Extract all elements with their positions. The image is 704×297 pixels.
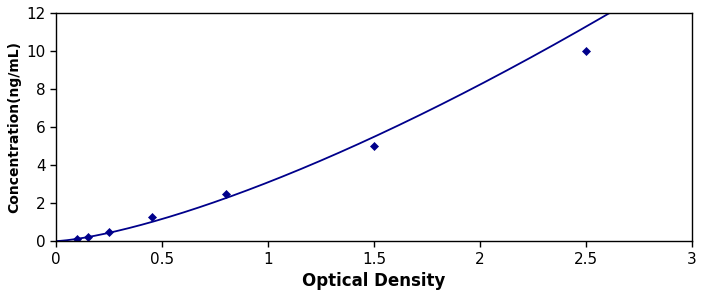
Y-axis label: Concentration(ng/mL): Concentration(ng/mL) [7, 41, 21, 213]
X-axis label: Optical Density: Optical Density [303, 272, 446, 290]
